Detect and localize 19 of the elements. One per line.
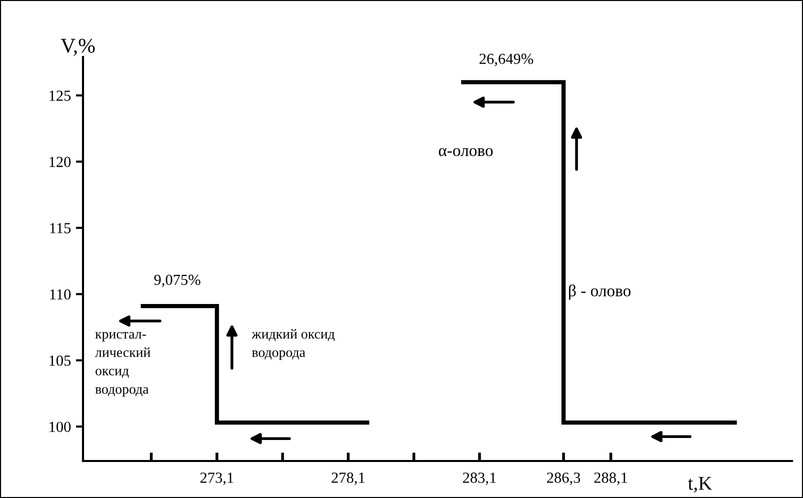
- y-tick-label: 125: [50, 90, 71, 101]
- x-axis-title: t,K: [688, 476, 712, 493]
- annotation: β - олово: [569, 284, 631, 300]
- y-tick-label: 105: [50, 355, 71, 366]
- x-tick-label: 273,1: [200, 472, 234, 486]
- y-tick-label: 110: [50, 289, 71, 300]
- annotation: α-олово: [438, 148, 493, 156]
- x-tick-label: 283,1: [463, 472, 496, 486]
- x-tick-label: 286,3: [547, 472, 580, 486]
- y-axis-title: V,%: [60, 38, 95, 56]
- x-tick-label: 288,1: [594, 472, 628, 486]
- y-tick-label: 120: [50, 156, 71, 168]
- y-tick-label: 100: [50, 422, 71, 432]
- annotation: 26,649%: [480, 54, 534, 66]
- annotation: жидкий оксид водорода: [252, 329, 335, 360]
- y-tick-label: 115: [50, 223, 71, 234]
- x-tick-label: 278,1: [332, 472, 364, 486]
- annotation: кристал- лический оксид водорода: [95, 332, 150, 397]
- annotation: 9,075%: [154, 274, 200, 288]
